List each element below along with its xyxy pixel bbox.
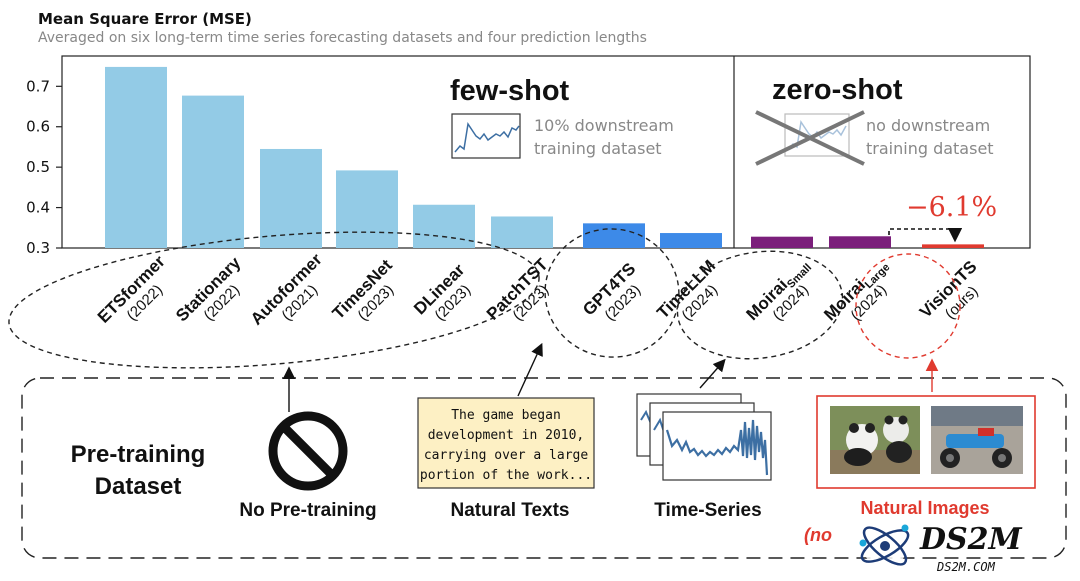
x-tick-labels: ETSformer(2022) Stationary(2022) Autoforme… (94, 250, 982, 329)
pretraining-box (21, 377, 1067, 559)
few-shot-label: few-shot (450, 75, 570, 107)
y-tick-label: 0.5 (26, 158, 50, 176)
watermark-logo (859, 524, 910, 568)
no-pretraining-label: No Pre-training (239, 500, 376, 521)
bar-stationary (182, 95, 244, 248)
bar-visionts (922, 244, 984, 248)
chart-title: Mean Square Error (MSE) (38, 10, 252, 28)
zero-shot-desc-1: no downstream (866, 116, 990, 135)
few-shot-series-icon (451, 113, 521, 159)
y-tick-label: 0.7 (26, 77, 50, 95)
pretraining-heading-1: Pre-training (71, 441, 206, 468)
y-tick-label: 0.4 (26, 199, 50, 217)
zero-shot-label: zero-shot (772, 74, 903, 106)
bar-autoformer (260, 148, 322, 248)
y-tick-label: 0.3 (26, 239, 50, 257)
few-shot-desc-2: training dataset (534, 139, 662, 158)
x-label-etsformer: ETSformer(2022) (94, 252, 169, 327)
bar-moirai-large (829, 236, 891, 248)
zero-shot-desc-2: training dataset (866, 139, 994, 158)
atv-photo (931, 406, 1023, 474)
x-label-moirai-large: MoiraiLarge(2024) (820, 254, 892, 326)
group-timeseries-ellipse (676, 250, 844, 360)
x-label-patchtst: PatchTST(2023) (483, 254, 552, 324)
x-label-autoformer: Autoformer(2021) (247, 250, 326, 329)
arrow-to-text-group (517, 342, 543, 397)
time-series-label: Time-Series (654, 500, 761, 521)
partial-note: (no (804, 525, 832, 545)
improvement-label: −6.1% (906, 192, 997, 223)
pretraining-heading-2: Dataset (95, 473, 182, 500)
y-axis: 0.3 0.4 0.5 0.6 0.7 (26, 77, 62, 257)
bar-dlinear (413, 204, 475, 248)
panda-photo (830, 406, 920, 474)
bar-gpt4ts (583, 223, 645, 248)
x-label-timesnet: TimesNet(2023) (329, 255, 397, 324)
x-label-visionts: VisionTS(ours) (916, 257, 982, 323)
bar-patchtst (491, 216, 553, 248)
bar-moirai-small (751, 236, 813, 248)
improvement-arrow (888, 228, 963, 243)
text-sample-lines: The game began development in 2010, carryi… (420, 408, 592, 483)
text-sample-line: The game began (451, 408, 561, 423)
y-tick-label: 0.6 (26, 118, 50, 136)
crossed-series-icon (755, 110, 865, 166)
watermark-text: DS2M (919, 522, 1023, 557)
timeseries-stack-icon (636, 393, 772, 481)
x-label-stationary: Stationary(2022) (172, 253, 245, 326)
group-images-ellipse (855, 253, 961, 359)
group-no-pretraining-ellipse (8, 231, 540, 369)
bar-series (105, 66, 984, 248)
text-sample-line: portion of the work... (420, 468, 592, 483)
bar-etsformer (105, 66, 167, 248)
x-label-moirai-small: MoiraiSmall(2024) (742, 254, 814, 326)
x-label-dlinear: DLinear(2023) (410, 260, 474, 324)
natural-texts-label: Natural Texts (451, 500, 570, 521)
x-label-timellm: TimeLLM(2024) (653, 256, 721, 324)
x-label-gpt4ts: GPT4TS(2023) (579, 259, 644, 324)
text-sample-line: carrying over a large (424, 448, 589, 463)
bar-timesnet (336, 170, 398, 248)
bar-timellm (660, 233, 722, 248)
few-shot-desc-1: 10% downstream (534, 116, 674, 135)
arrow-to-timeseries-group (699, 358, 726, 389)
prohibited-icon (268, 411, 348, 491)
text-sample-line: development in 2010, (428, 428, 585, 443)
chart-subtitle: Averaged on six long-term time series fo… (38, 30, 647, 46)
text-sample-card (417, 397, 595, 489)
natural-images-label: Natural Images (860, 498, 989, 518)
watermark-url: DS2M.COM (936, 560, 996, 574)
